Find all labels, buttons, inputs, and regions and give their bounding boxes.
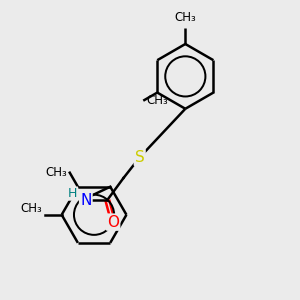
Text: CH₃: CH₃: [45, 166, 67, 179]
Text: CH₃: CH₃: [147, 94, 169, 107]
Text: H: H: [68, 187, 77, 200]
Text: S: S: [135, 150, 145, 165]
Text: O: O: [107, 214, 119, 230]
Text: N: N: [80, 193, 92, 208]
Text: CH₃: CH₃: [21, 202, 43, 215]
Text: CH₃: CH₃: [175, 11, 196, 24]
